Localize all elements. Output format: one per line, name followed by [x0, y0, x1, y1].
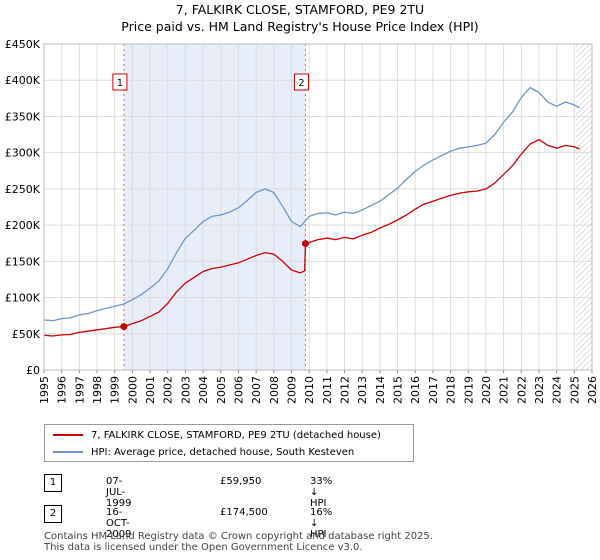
- x-tick-label: 1997: [73, 376, 86, 404]
- sale-marker-lines: [123, 44, 306, 370]
- x-tick-label: 1995: [38, 376, 51, 404]
- x-tick-label: 2010: [303, 376, 316, 404]
- x-tick-label: 2013: [356, 376, 369, 404]
- x-tick-label: 2004: [197, 376, 210, 404]
- y-tick-label: £300K: [5, 147, 41, 160]
- x-tick-label: 2001: [144, 376, 157, 404]
- legend: 7, FALKIRK CLOSE, STAMFORD, PE9 2TU (det…: [44, 424, 414, 462]
- x-tick-label: 2023: [533, 376, 546, 404]
- footer-licence: This data is licensed under the Open Gov…: [44, 542, 363, 553]
- plot-frame: [43, 43, 593, 371]
- annotation-label: 2: [298, 78, 304, 89]
- y-tick-label: £450K: [5, 38, 41, 51]
- x-tick-label: 2017: [427, 376, 440, 404]
- x-tick-label: 2015: [392, 376, 405, 404]
- sale-number-badge: 2: [44, 505, 62, 523]
- y-tick-label: £100K: [5, 292, 41, 305]
- y-tick-label: £350K: [5, 110, 41, 123]
- x-tick-label: 2000: [126, 376, 139, 404]
- x-tick-label: 2020: [480, 376, 493, 404]
- x-tick-label: 2005: [215, 376, 228, 404]
- hpi-line: [43, 86, 580, 322]
- sale-point: [120, 323, 128, 331]
- footer: Contains HM Land Registry data © Crown c…: [44, 531, 433, 553]
- legend-swatch-red: [53, 434, 83, 436]
- annotation-label: 1: [117, 78, 123, 89]
- annotation-box: [293, 73, 309, 91]
- sale-price: £59,950: [220, 476, 262, 487]
- forecast-hatched-area: [576, 44, 592, 370]
- x-tick-label: 1996: [56, 376, 69, 404]
- x-tick-label: 2009: [285, 376, 298, 404]
- ownership-shaded-span: [123, 44, 306, 370]
- x-tick-label: 2022: [515, 376, 528, 404]
- legend-item-hpi: HPI: Average price, detached house, Sout…: [53, 444, 354, 460]
- x-tick-label: 2014: [374, 376, 387, 404]
- x-tick-label: 2006: [232, 376, 245, 404]
- chart-subtitle: Price paid vs. HM Land Registry's House …: [121, 19, 479, 34]
- x-tick-label: 2024: [551, 376, 564, 404]
- y-tick-label: £200K: [5, 219, 41, 232]
- sale-date: 07-JUL-1999: [106, 476, 132, 509]
- x-tick-label: 2008: [268, 376, 281, 404]
- annotation-box: [112, 73, 128, 91]
- x-tick-label: 2021: [498, 376, 511, 404]
- sale-hpi-delta: 16% ↓ HPI: [310, 507, 333, 540]
- x-tick-label: 2012: [339, 376, 352, 404]
- legend-label-hpi: HPI: Average price, detached house, Sout…: [91, 446, 355, 458]
- sale-price: £174,500: [220, 507, 268, 518]
- x-tick-label: 2003: [179, 376, 192, 404]
- y-tick-label: £400K: [5, 74, 41, 87]
- x-tick-label: 2007: [250, 376, 263, 404]
- x-tick-label: 2011: [321, 376, 334, 404]
- sale-number-badge: 1: [44, 474, 62, 492]
- y-tick-label: £250K: [5, 183, 41, 196]
- x-tick-label: 1999: [109, 376, 122, 404]
- x-tick-label: 2019: [462, 376, 475, 404]
- x-tick-label: 2025: [568, 376, 581, 404]
- footer-copyright: Contains HM Land Registry data © Crown c…: [44, 531, 433, 542]
- x-axis-ticks: 1995 1996 1997 1998 1999 2000 2001 2002 2003 2004…: [38, 370, 599, 404]
- legend-item-property: 7, FALKIRK CLOSE, STAMFORD, PE9 2TU (det…: [53, 427, 381, 443]
- x-tick-label: 1998: [91, 376, 104, 404]
- x-tick-label: 2026: [586, 376, 599, 404]
- y-tick-label: £50K: [12, 328, 41, 341]
- x-tick-label: 2002: [162, 376, 175, 404]
- sale-points: [120, 240, 309, 331]
- legend-label-property: 7, FALKIRK CLOSE, STAMFORD, PE9 2TU (det…: [91, 429, 381, 441]
- sale-point: [301, 240, 309, 248]
- legend-swatch-blue: [53, 451, 83, 453]
- x-tick-label: 2018: [445, 376, 458, 404]
- x-tick-label: 2016: [409, 376, 422, 404]
- y-tick-label: £0: [26, 364, 40, 377]
- y-axis-ticks: £0 £50K £100K £150K £200K £250K £300K £350K £400…: [5, 38, 41, 377]
- sale-date: 16-OCT-2009: [106, 507, 132, 540]
- y-tick-label: £150K: [5, 255, 41, 268]
- gridlines: [43, 43, 593, 371]
- chart-title: 7, FALKIRK CLOSE, STAMFORD, PE9 2TU: [175, 2, 425, 17]
- sale-hpi-delta: 33% ↓ HPI: [310, 476, 333, 509]
